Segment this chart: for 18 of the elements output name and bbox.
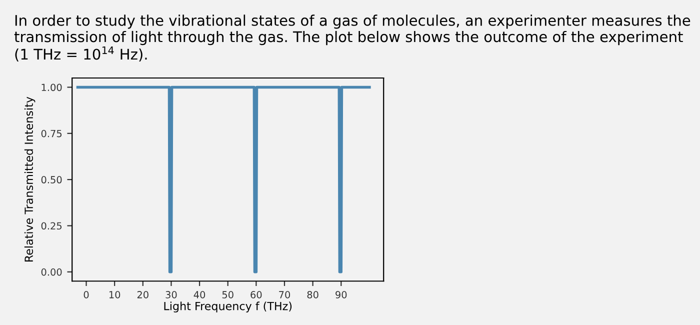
x-axis-title: Light Frequency f (THz) [164, 302, 292, 312]
x-tick-label: 90 [336, 291, 347, 298]
y-tick-label: 0.00 [41, 268, 62, 276]
x-tick-label: 70 [279, 291, 290, 298]
x-tick-label: 50 [222, 291, 234, 298]
y-tick-label: 0.50 [41, 176, 62, 184]
x-tick-label: 10 [109, 291, 120, 298]
x-tick-label: 80 [307, 291, 318, 298]
x-tick-label: 0 [84, 291, 89, 298]
y-tick-label: 1.00 [42, 84, 62, 92]
x-tick-label: 20 [137, 291, 148, 298]
y-tick-label: 0.25 [41, 222, 62, 230]
chart-title: In order to study the vibrational states of a gas of molecules, an experimenter measures the transmission of light through the gas. The plot below shows the outcome of the experiment (1 THz = 10$^{14}$ Hz). [14, 14, 690, 62]
x-tick-label: 30 [166, 291, 177, 298]
y-axis-title: Relative Transmitted Intensity [24, 96, 36, 262]
y-tick-label: 0.75 [41, 130, 62, 138]
x-tick-label: 40 [194, 291, 206, 298]
x-tick-label: 60 [250, 291, 262, 298]
